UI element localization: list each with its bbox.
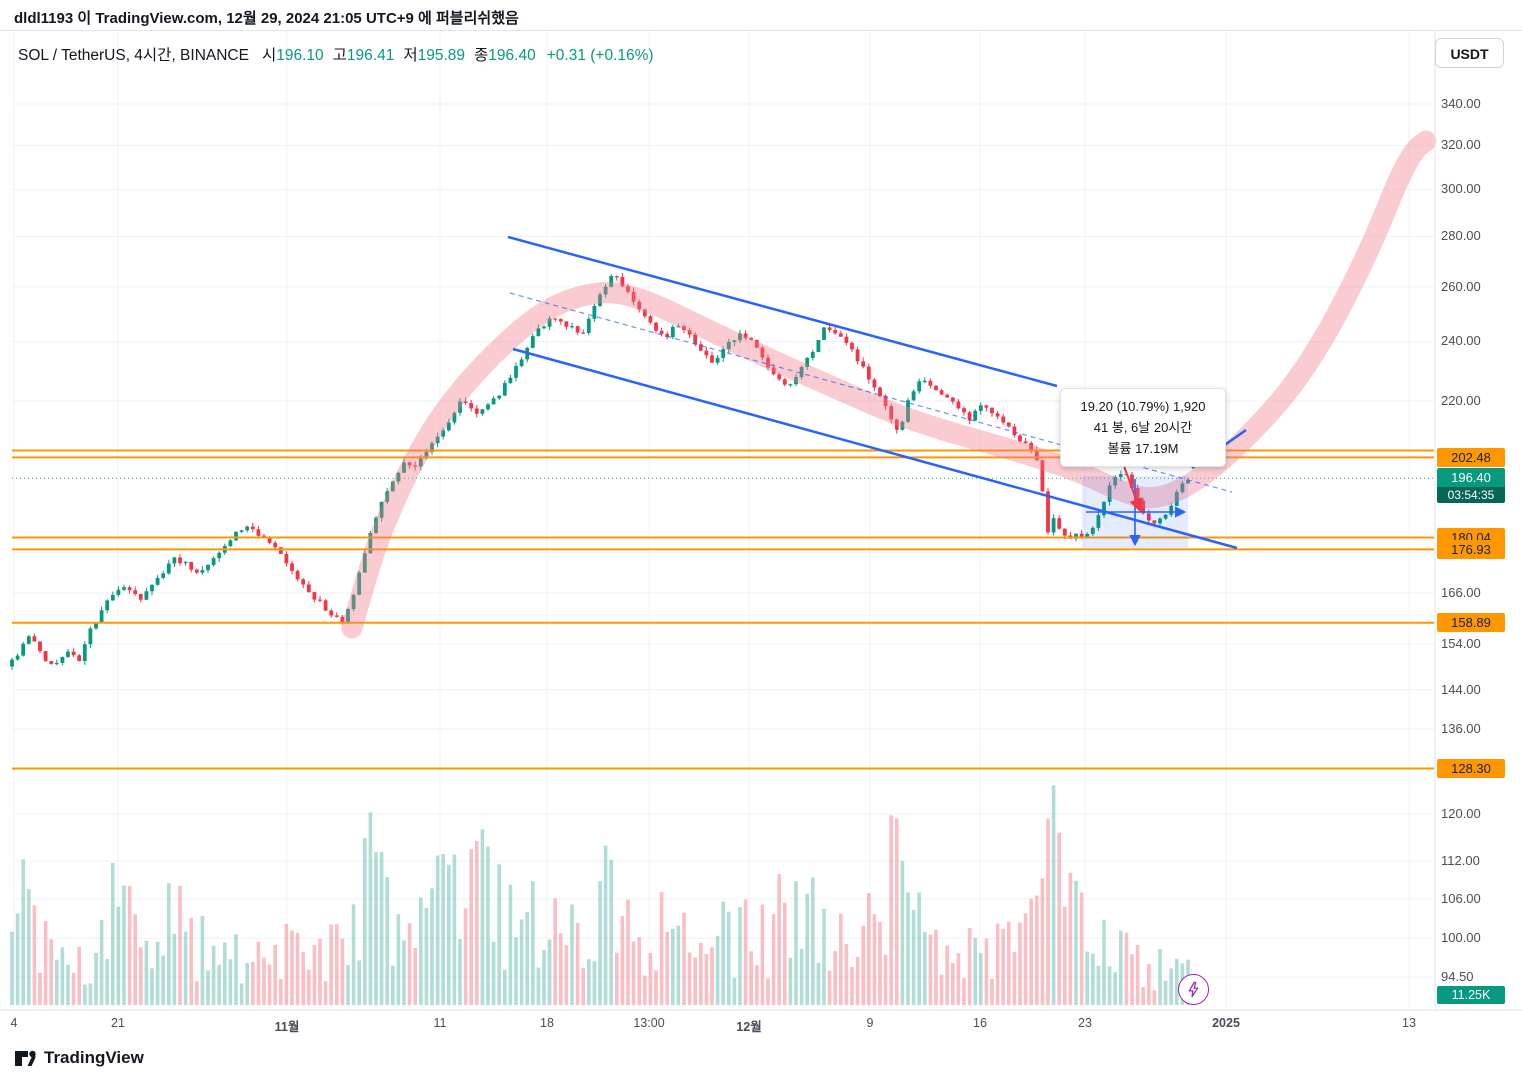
price-tick-label: 154.00	[1441, 636, 1481, 652]
time-tick-label: 23	[1078, 1016, 1092, 1030]
price-tick-label: 340.00	[1441, 96, 1481, 111]
volume-axis-label: 11.25K	[1437, 986, 1505, 1004]
level-price-label[interactable]: 158.89	[1437, 613, 1505, 633]
currency-toggle-button[interactable]: USDT	[1435, 38, 1504, 68]
last-price-value: 196.40	[1437, 468, 1505, 488]
level-price-label[interactable]: 202.48	[1437, 447, 1505, 467]
time-tick-label: 18	[540, 1016, 554, 1030]
price-tick-label: 320.00	[1441, 137, 1481, 153]
price-tick-label: 260.00	[1441, 278, 1481, 294]
tradingview-logo-icon	[15, 1050, 36, 1066]
price-tick-label: 136.00	[1441, 720, 1481, 736]
current-price-label: 196.40 03:54:35	[1437, 468, 1505, 504]
price-tick-label: 240.00	[1441, 333, 1481, 349]
publish-info-bar: dldl1193 이 TradingView.com, 12월 29, 2024…	[0, 0, 1522, 31]
measure-tooltip-line3: 볼륨 17.19M	[1107, 441, 1179, 456]
measure-tooltip: 19.20 (10.79%) 1,920 41 봉, 6날 20시간 볼륨 17…	[1060, 388, 1226, 467]
publish-info-text: dldl1193 이 TradingView.com, 12월 29, 2024…	[14, 10, 519, 27]
level-price-label[interactable]: 128.30	[1437, 759, 1505, 778]
symbol-legend: SOL / TetherUS, 4시간, BINANCE 시196.10 고19…	[18, 43, 654, 65]
boost-flash-icon[interactable]	[1178, 974, 1209, 1005]
lightning-icon	[1188, 981, 1199, 998]
level-price-label[interactable]: 176.93	[1437, 539, 1505, 559]
time-tick-label: 13:00	[633, 1016, 665, 1030]
price-tick-label: 166.00	[1441, 584, 1481, 600]
time-tick-label: 11월	[274, 1020, 300, 1034]
price-tick-label: 280.00	[1441, 228, 1481, 244]
time-tick-label: 13	[1402, 1016, 1416, 1030]
price-tick-label: 100.00	[1441, 930, 1481, 946]
price-tick-label: 300.00	[1441, 181, 1481, 197]
price-tick-label: 94.50	[1441, 969, 1474, 984]
measure-tooltip-line1: 19.20 (10.79%) 1,920	[1080, 399, 1206, 414]
price-tick-label: 144.00	[1441, 681, 1481, 697]
symbol-title[interactable]: SOL / TetherUS, 4시간, BINANCE	[18, 47, 249, 64]
time-tick-label: 2025	[1212, 1016, 1240, 1030]
price-change: +0.31 (+0.16%)	[546, 47, 654, 64]
time-tick-label: 12월	[736, 1020, 762, 1034]
time-tick-label: 9	[866, 1016, 874, 1030]
footer-brand-bar[interactable]: TradingView	[13, 1046, 144, 1070]
price-tick-label: 120.00	[1441, 806, 1481, 822]
ohlc-low: 저195.89	[403, 47, 466, 64]
time-tick-label: 16	[973, 1016, 987, 1030]
ohlc-high: 고196.41	[332, 47, 395, 64]
time-tick-label: 21	[111, 1016, 125, 1030]
bar-countdown: 03:54:35	[1437, 487, 1505, 504]
ohlc-close: 종196.40	[474, 47, 536, 64]
ohlc-open: 시196.10	[261, 47, 324, 64]
time-tick-label: 4	[10, 1016, 18, 1030]
time-tick-label: 11	[433, 1016, 447, 1030]
measure-tooltip-line2: 41 봉, 6날 20시간	[1093, 420, 1193, 435]
price-tick-label: 112.00	[1441, 853, 1480, 869]
price-tick-label: 220.00	[1441, 392, 1481, 408]
price-tick-label: 106.00	[1441, 890, 1481, 906]
tradingview-brand-text: TradingView	[44, 1048, 144, 1067]
